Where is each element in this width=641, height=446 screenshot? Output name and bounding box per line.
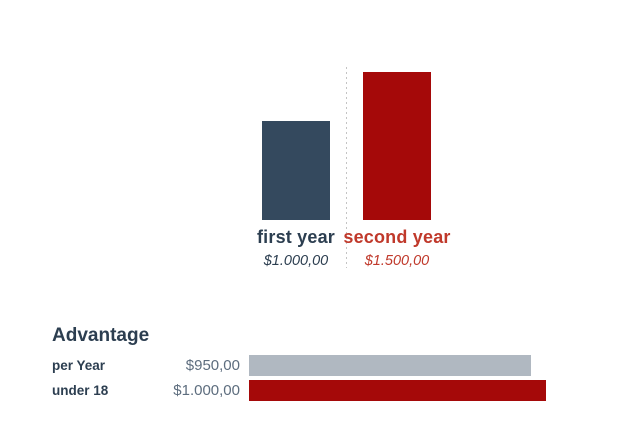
- advantage-row-bar: [249, 355, 531, 376]
- year-bar-value: $1.500,00: [364, 253, 430, 269]
- advantage-row-bar: [249, 380, 546, 401]
- year-bar: [363, 72, 431, 220]
- chart-divider-dashed-line: [346, 67, 347, 268]
- year-bar: [262, 121, 330, 220]
- advantage-row-value: $1.000,00: [173, 382, 240, 399]
- bar-area: [225, 72, 367, 220]
- year-bar-label: first year: [256, 227, 336, 247]
- advantage-row-label: under 18: [52, 383, 109, 398]
- year-bar-column: first year $1.000,00: [225, 72, 367, 269]
- advantage-row: under 18 $1.000,00: [52, 380, 546, 401]
- advantage-title: Advantage: [52, 325, 150, 346]
- year-bar-column: second year $1.500,00: [326, 72, 468, 269]
- year-bar-label: second year: [343, 227, 451, 247]
- advantage-row-value: $950,00: [185, 357, 240, 374]
- year-bar-value: $1.000,00: [263, 253, 329, 269]
- bar-area: [326, 72, 468, 220]
- advantage-row-label: per Year: [52, 358, 106, 373]
- advantage-row: per Year $950,00: [52, 355, 531, 376]
